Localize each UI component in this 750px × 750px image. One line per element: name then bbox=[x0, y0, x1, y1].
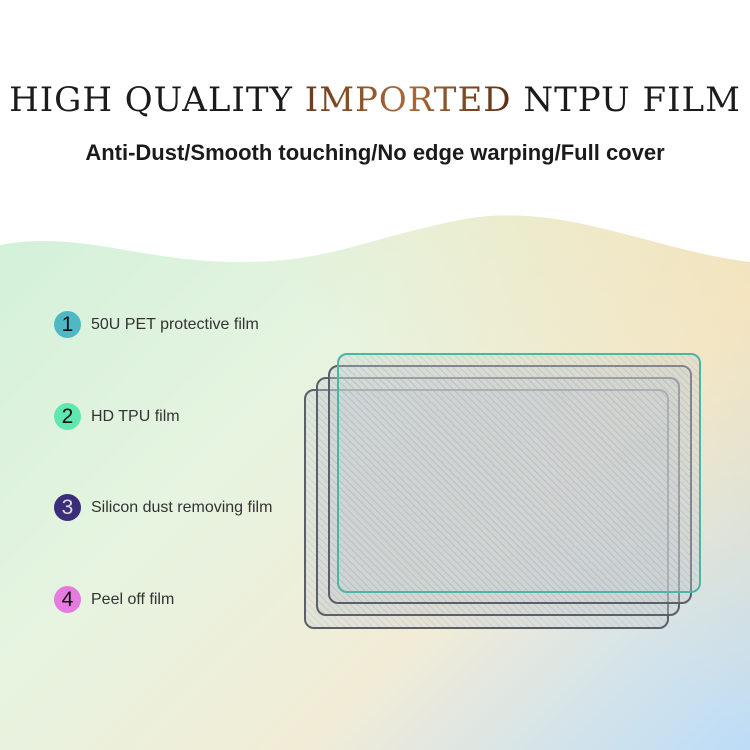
layer-label: Peel off film bbox=[91, 590, 175, 608]
number-badge: 1 bbox=[54, 311, 81, 338]
number-badge: 4 bbox=[54, 586, 81, 613]
film-layers-illustration bbox=[304, 353, 701, 629]
layer-item-1: 1 50U PET protective film bbox=[54, 311, 259, 338]
number-badge: 3 bbox=[54, 494, 81, 521]
layer-label: 50U PET protective film bbox=[91, 315, 259, 333]
layer-item-3: 3 Silicon dust removing film bbox=[54, 494, 272, 521]
layer-label: Silicon dust removing film bbox=[91, 498, 273, 516]
title-part2: NTPU FILM bbox=[511, 80, 741, 120]
title-accent: IMPORTED bbox=[304, 80, 512, 120]
title-part1: HIGH QUALITY bbox=[9, 80, 305, 120]
subtitle: Anti-Dust/Smooth touching/No edge warpin… bbox=[85, 140, 665, 165]
page-title: HIGH QUALITY IMPORTED NTPU FILM bbox=[0, 80, 750, 120]
layer-label: HD TPU film bbox=[91, 407, 180, 425]
layer-item-4: 4 Peel off film bbox=[54, 586, 174, 613]
number-badge: 2 bbox=[54, 403, 81, 430]
film-layer-1 bbox=[337, 353, 701, 593]
layer-item-2: 2 HD TPU film bbox=[54, 403, 180, 430]
